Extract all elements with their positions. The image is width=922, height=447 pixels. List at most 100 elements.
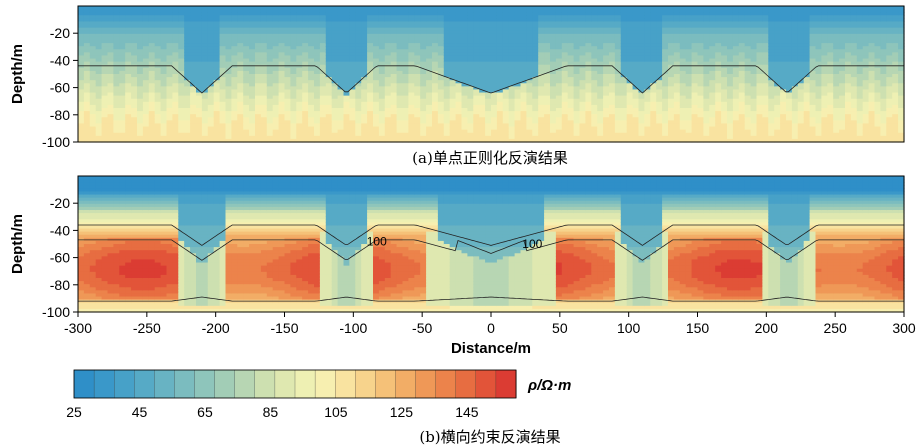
heatmap-cell [721,70,728,75]
heatmap-cell [691,24,699,29]
heatmap-cell [196,30,203,35]
heatmap-cell [426,135,433,140]
heatmap-cell [485,89,492,94]
heatmap-cell [603,123,610,128]
heatmap-cell [349,95,356,100]
heatmap-cell [361,30,368,35]
heatmap-cell [679,64,687,69]
heatmap-cell [355,49,362,53]
heatmap-cell [673,108,681,112]
heatmap-cell [573,86,581,91]
heatmap-cell [101,129,109,134]
heatmap-cell [284,15,291,19]
heatmap-cell [296,21,303,26]
heatmap-cell [443,83,451,87]
heatmap-cell [172,92,179,97]
heatmap-cell [555,129,563,134]
heatmap-cell [325,95,333,100]
heatmap-cell [302,77,309,81]
heatmap-cell [414,27,421,32]
heatmap-cell [520,61,527,66]
heatmap-cell [231,55,238,60]
heatmap-cell [78,74,85,78]
heatmap-cell [349,9,356,13]
heatmap-cell [738,9,746,13]
heatmap-cell [166,18,173,23]
heatmap-cell [508,27,516,32]
heatmap-cell [272,123,280,128]
heatmap-cell [408,21,415,26]
heatmap-cell [296,123,303,128]
heatmap-cell [201,138,209,143]
heatmap-cell [532,80,539,84]
heatmap-cell [190,114,197,118]
heatmap-cell [414,83,421,87]
heatmap-cell [709,135,716,140]
heatmap-cell [396,114,404,118]
heatmap-cell [284,46,291,50]
heatmap-cell [325,77,333,81]
heatmap-cell [632,12,640,16]
heatmap-cell [414,126,421,131]
heatmap-cell [738,33,746,38]
heatmap-cell [190,24,197,29]
heatmap-cell [314,36,321,41]
heatmap-cell [243,49,250,53]
heatmap-cell [491,114,498,118]
heatmap-cell [597,6,604,10]
heatmap-cell [131,15,138,19]
heatmap-cell [449,21,457,26]
heatmap-cell [449,24,457,29]
heatmap-cell [473,52,480,57]
heatmap-cell [715,95,722,100]
heatmap-cell [237,18,244,23]
heatmap-cell [78,33,85,38]
heatmap-cell [597,86,604,91]
heatmap-cell [449,9,457,13]
heatmap-cell [219,74,227,78]
heatmap-cell [237,126,244,131]
heatmap-cell [520,40,527,44]
heatmap-cell [361,33,368,38]
heatmap-cell [703,24,710,29]
heatmap-cell [201,18,209,23]
heatmap-cell [142,52,150,57]
heatmap-cell [266,15,274,19]
heatmap-cell [632,58,640,63]
heatmap-cell [378,77,386,81]
heatmap-cell [414,138,421,143]
heatmap-cell [207,114,215,118]
heatmap-cell [491,70,498,75]
heatmap-cell [231,108,238,112]
heatmap-cell [284,36,291,41]
heatmap-cell [449,70,457,75]
heatmap-cell [668,101,675,106]
heatmap-cell [656,52,663,57]
heatmap-cell [219,30,227,35]
heatmap-cell [219,43,227,47]
heatmap-cell [426,46,433,50]
heatmap-cell [384,117,392,121]
heatmap-cell [603,55,610,60]
heatmap-cell [662,77,669,81]
heatmap-cell [373,123,380,128]
heatmap-cell [402,52,409,57]
heatmap-cell [148,36,156,41]
heatmap-cell [744,67,752,72]
heatmap-cell [172,6,179,10]
heatmap-cell [284,74,291,78]
heatmap-cell [526,43,533,47]
heatmap-cell [508,80,516,84]
heatmap-cell [697,64,704,69]
heatmap-cell [302,83,309,87]
heatmap-cell [190,120,197,125]
heatmap-cell [561,98,569,103]
heatmap-cell [485,86,492,91]
heatmap-cell [219,9,227,13]
heatmap-cell [89,46,97,50]
heatmap-cell [591,123,598,128]
heatmap-cell [373,46,380,50]
heatmap-cell [591,120,598,125]
heatmap-cell [420,46,427,50]
heatmap-cell [373,18,380,23]
